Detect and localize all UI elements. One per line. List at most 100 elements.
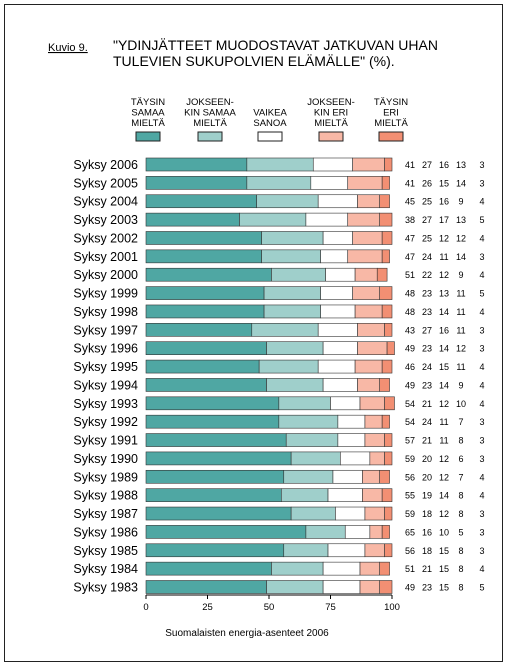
bar-segment bbox=[384, 396, 395, 411]
bar-segment bbox=[256, 194, 319, 209]
bar-segment bbox=[364, 433, 385, 447]
value-label: 11 bbox=[439, 436, 448, 446]
value-label: 15 bbox=[439, 564, 449, 574]
legend-label-5-line-3: MIELTÄ bbox=[374, 118, 408, 129]
value-label: 65 bbox=[405, 527, 415, 537]
category-label: Syksy 1988 bbox=[73, 489, 138, 503]
value-label: 23 bbox=[422, 289, 432, 299]
value-label: 16 bbox=[422, 527, 432, 537]
value-label: 4 bbox=[479, 233, 484, 243]
value-label: 11 bbox=[456, 307, 465, 317]
value-label: 21 bbox=[422, 436, 432, 446]
category-label: Syksy 1992 bbox=[73, 415, 138, 429]
value-label: 12 bbox=[456, 233, 466, 243]
bar-segment bbox=[320, 249, 349, 264]
bar-segment bbox=[322, 561, 361, 576]
bar-segment bbox=[322, 580, 361, 594]
value-label: 25 bbox=[422, 197, 432, 207]
value-label: 24 bbox=[422, 252, 432, 262]
value-label: 7 bbox=[458, 472, 463, 482]
bar-segment bbox=[332, 469, 363, 484]
value-label: 41 bbox=[405, 178, 415, 188]
bar-segment bbox=[337, 433, 366, 447]
bar-segment bbox=[330, 396, 361, 411]
chart-frame: Kuvio 9. "YDINJÄTTEET MUODOSTAVAT JATKUV… bbox=[4, 4, 503, 662]
bar-segment bbox=[145, 378, 267, 392]
value-label: 11 bbox=[439, 252, 448, 262]
bar-segment bbox=[145, 396, 280, 411]
bar-segment bbox=[381, 414, 390, 429]
legend-swatch-3 bbox=[257, 131, 283, 142]
bar-segment bbox=[263, 304, 321, 319]
value-label: 11 bbox=[439, 417, 448, 427]
value-label: 12 bbox=[439, 472, 449, 482]
value-label: 10 bbox=[439, 527, 449, 537]
bar-segment bbox=[145, 525, 307, 539]
value-label: 3 bbox=[479, 160, 484, 170]
x-tick-label: 50 bbox=[264, 602, 275, 613]
value-label: 3 bbox=[479, 436, 484, 446]
value-label: 49 bbox=[405, 583, 415, 593]
value-label: 11 bbox=[456, 325, 465, 335]
value-label: 5 bbox=[479, 215, 484, 225]
value-label: 16 bbox=[439, 197, 449, 207]
bar-segment bbox=[145, 433, 287, 447]
category-label: Syksy 2006 bbox=[73, 158, 138, 172]
legend-label-1-line-2: SAMAA bbox=[131, 108, 165, 119]
bar-segment bbox=[145, 451, 292, 466]
value-label: 11 bbox=[456, 362, 465, 372]
value-label: 24 bbox=[422, 417, 432, 427]
value-label: 4 bbox=[479, 307, 484, 317]
bar-segment bbox=[145, 488, 282, 502]
bar-segment bbox=[145, 506, 292, 521]
bar-segment bbox=[379, 212, 393, 227]
bar-segment bbox=[359, 580, 380, 594]
legend-label-4-line-2: KIN ERI bbox=[314, 108, 348, 119]
bar-segment bbox=[312, 157, 353, 172]
bar-segment bbox=[320, 304, 356, 319]
value-label: 27 bbox=[422, 215, 432, 225]
legend-swatch-1 bbox=[135, 131, 161, 142]
bar-segment bbox=[381, 488, 393, 502]
value-label: 23 bbox=[422, 583, 432, 593]
value-label: 4 bbox=[479, 270, 484, 280]
category-label: Syksy 1987 bbox=[73, 507, 138, 521]
value-label: 14 bbox=[439, 307, 449, 317]
value-label: 54 bbox=[405, 399, 415, 409]
bar-segment bbox=[357, 194, 380, 209]
category-label: Syksy 2005 bbox=[73, 176, 138, 190]
bar-segment bbox=[305, 525, 346, 539]
bar-segment bbox=[347, 176, 383, 190]
category-label: Syksy 1996 bbox=[73, 342, 138, 356]
value-label: 25 bbox=[422, 233, 432, 243]
category-label: Syksy 1985 bbox=[73, 544, 138, 558]
bar-segment bbox=[379, 561, 390, 576]
value-label: 19 bbox=[422, 491, 432, 501]
bar-segment bbox=[381, 304, 393, 319]
bar-segment bbox=[317, 359, 356, 374]
category-label: Syksy 1997 bbox=[73, 323, 138, 337]
bar-segment bbox=[344, 525, 371, 539]
bar-segment bbox=[379, 469, 390, 484]
value-label: 56 bbox=[405, 546, 415, 556]
bar-segment bbox=[145, 286, 265, 300]
legend-label-2-line-2: KIN SAMAA bbox=[184, 108, 236, 119]
bar-segment bbox=[322, 231, 353, 245]
value-label: 27 bbox=[422, 160, 432, 170]
legend-label-3-line-1: VAIKEA bbox=[253, 108, 287, 119]
value-label: 47 bbox=[405, 233, 415, 243]
value-label: 17 bbox=[439, 215, 449, 225]
category-label: Syksy 1995 bbox=[73, 360, 138, 374]
bar-segment bbox=[327, 488, 363, 502]
value-label: 49 bbox=[405, 344, 415, 354]
value-label: 49 bbox=[405, 380, 415, 390]
x-tick-label: 75 bbox=[325, 602, 336, 613]
value-label: 22 bbox=[422, 270, 432, 280]
value-label: 5 bbox=[458, 527, 463, 537]
value-label: 8 bbox=[458, 436, 463, 446]
value-label: 59 bbox=[405, 509, 415, 519]
legend-swatch-5 bbox=[378, 131, 404, 142]
bar-segment bbox=[381, 359, 393, 374]
bar-segment bbox=[145, 414, 280, 429]
